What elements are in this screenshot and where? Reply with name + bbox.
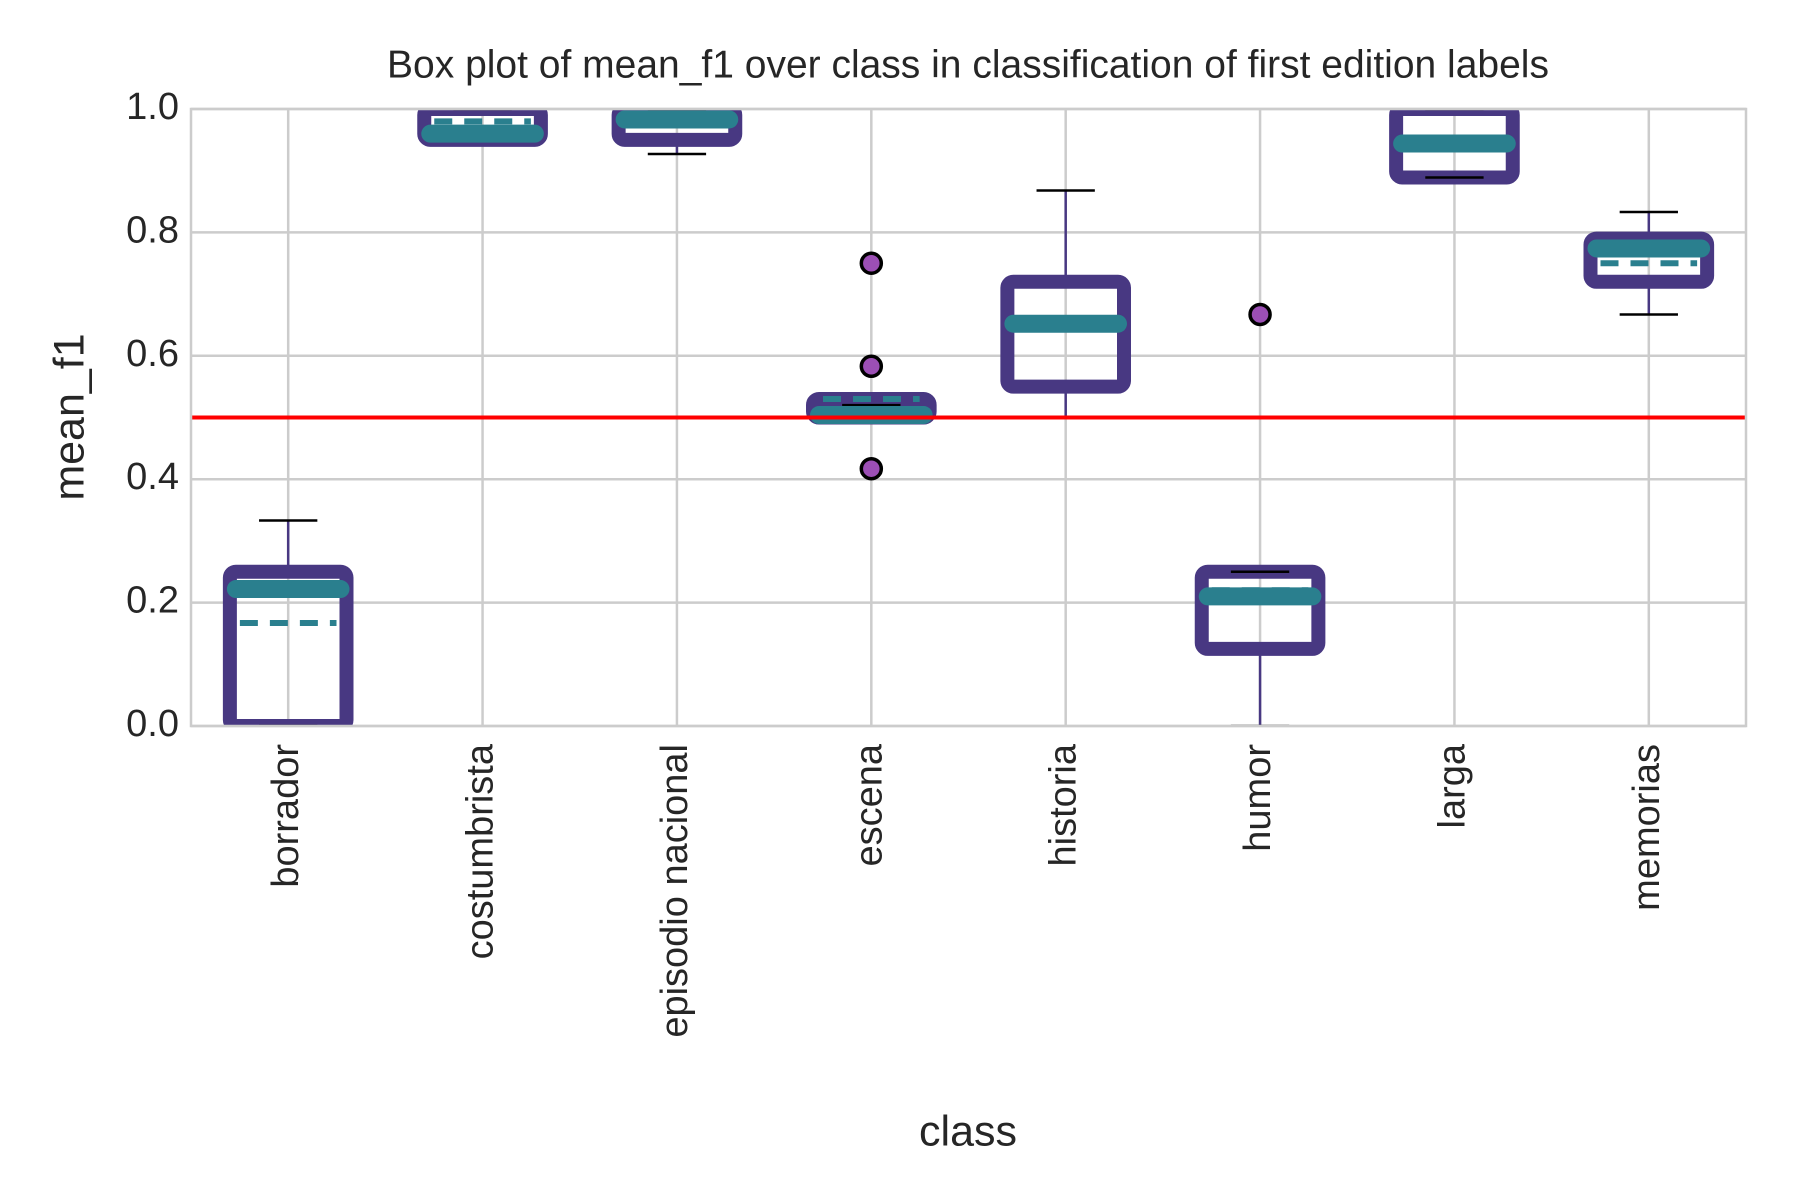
outlier [859,251,884,275]
plot-frame [189,107,1748,728]
y-tick-label: 1.0 [126,86,179,128]
x-tick-label: episodio nacional [654,744,696,1038]
y-tick-label: 0.4 [126,456,179,498]
y-tick-label: 0.8 [126,209,179,251]
box [1000,274,1131,394]
y-tick-label: 0.2 [126,580,179,622]
y-axis-label: mean_f1 [45,333,93,500]
x-tick-label: historia [1043,743,1085,866]
box [222,564,354,726]
box [1583,231,1715,289]
x-tick-label: humor [1237,744,1279,852]
plot-area [191,109,1746,726]
x-tick-label: larga [1431,743,1473,828]
chart-title: Box plot of mean_f1 over class in classi… [387,43,1549,86]
y-tick-label: 0.6 [126,333,179,375]
y-tick-label: 0.0 [126,703,179,745]
outlier [1248,302,1272,327]
x-tick-label: costumbrista [460,743,502,959]
x-tick-label: borrador [265,744,307,888]
x-tick-label: memorias [1626,744,1668,911]
outlier [859,354,884,379]
outlier [859,456,884,481]
x-tick-label: escena [848,743,890,866]
x-axis-label: class [919,1107,1017,1155]
